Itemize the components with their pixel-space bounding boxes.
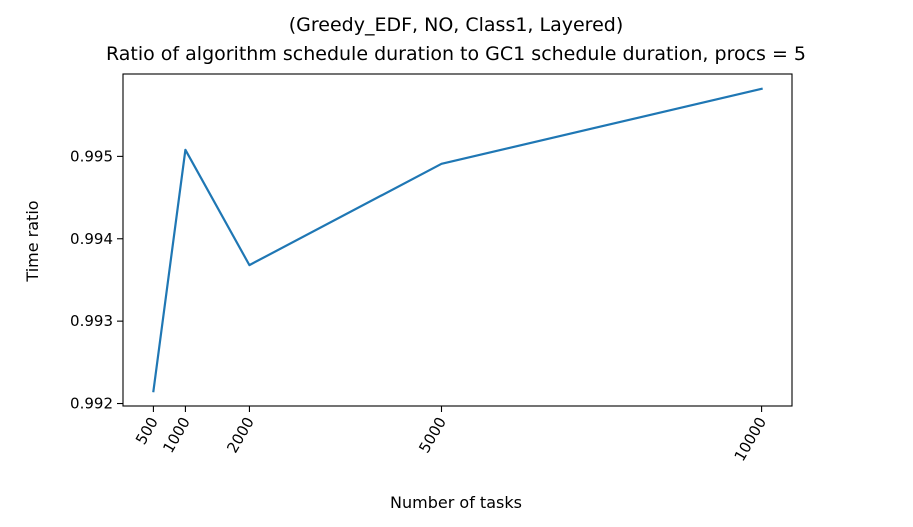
y-axis-label: Time ratio (23, 200, 42, 282)
x-tick-label: 1000 (159, 414, 194, 456)
x-tick-label: 10000 (731, 414, 770, 464)
x-tick-label: 500 (132, 414, 162, 448)
series-line (152, 87, 763, 393)
y-tick-label: 0.995 (70, 147, 113, 165)
x-axis-label: Number of tasks (390, 493, 522, 512)
y-tick-label: 0.994 (70, 230, 113, 248)
y-tick-label: 0.992 (70, 395, 113, 413)
x-tick-label: 5000 (415, 414, 450, 456)
y-tick-label: 0.993 (70, 312, 113, 330)
x-tick-label: 2000 (223, 414, 258, 456)
chart-title-line-1: (Greedy_EDF, NO, Class1, Layered) (289, 14, 623, 36)
axes-frame (122, 73, 793, 407)
chart-title-line-2: Ratio of algorithm schedule duration to … (106, 43, 806, 65)
